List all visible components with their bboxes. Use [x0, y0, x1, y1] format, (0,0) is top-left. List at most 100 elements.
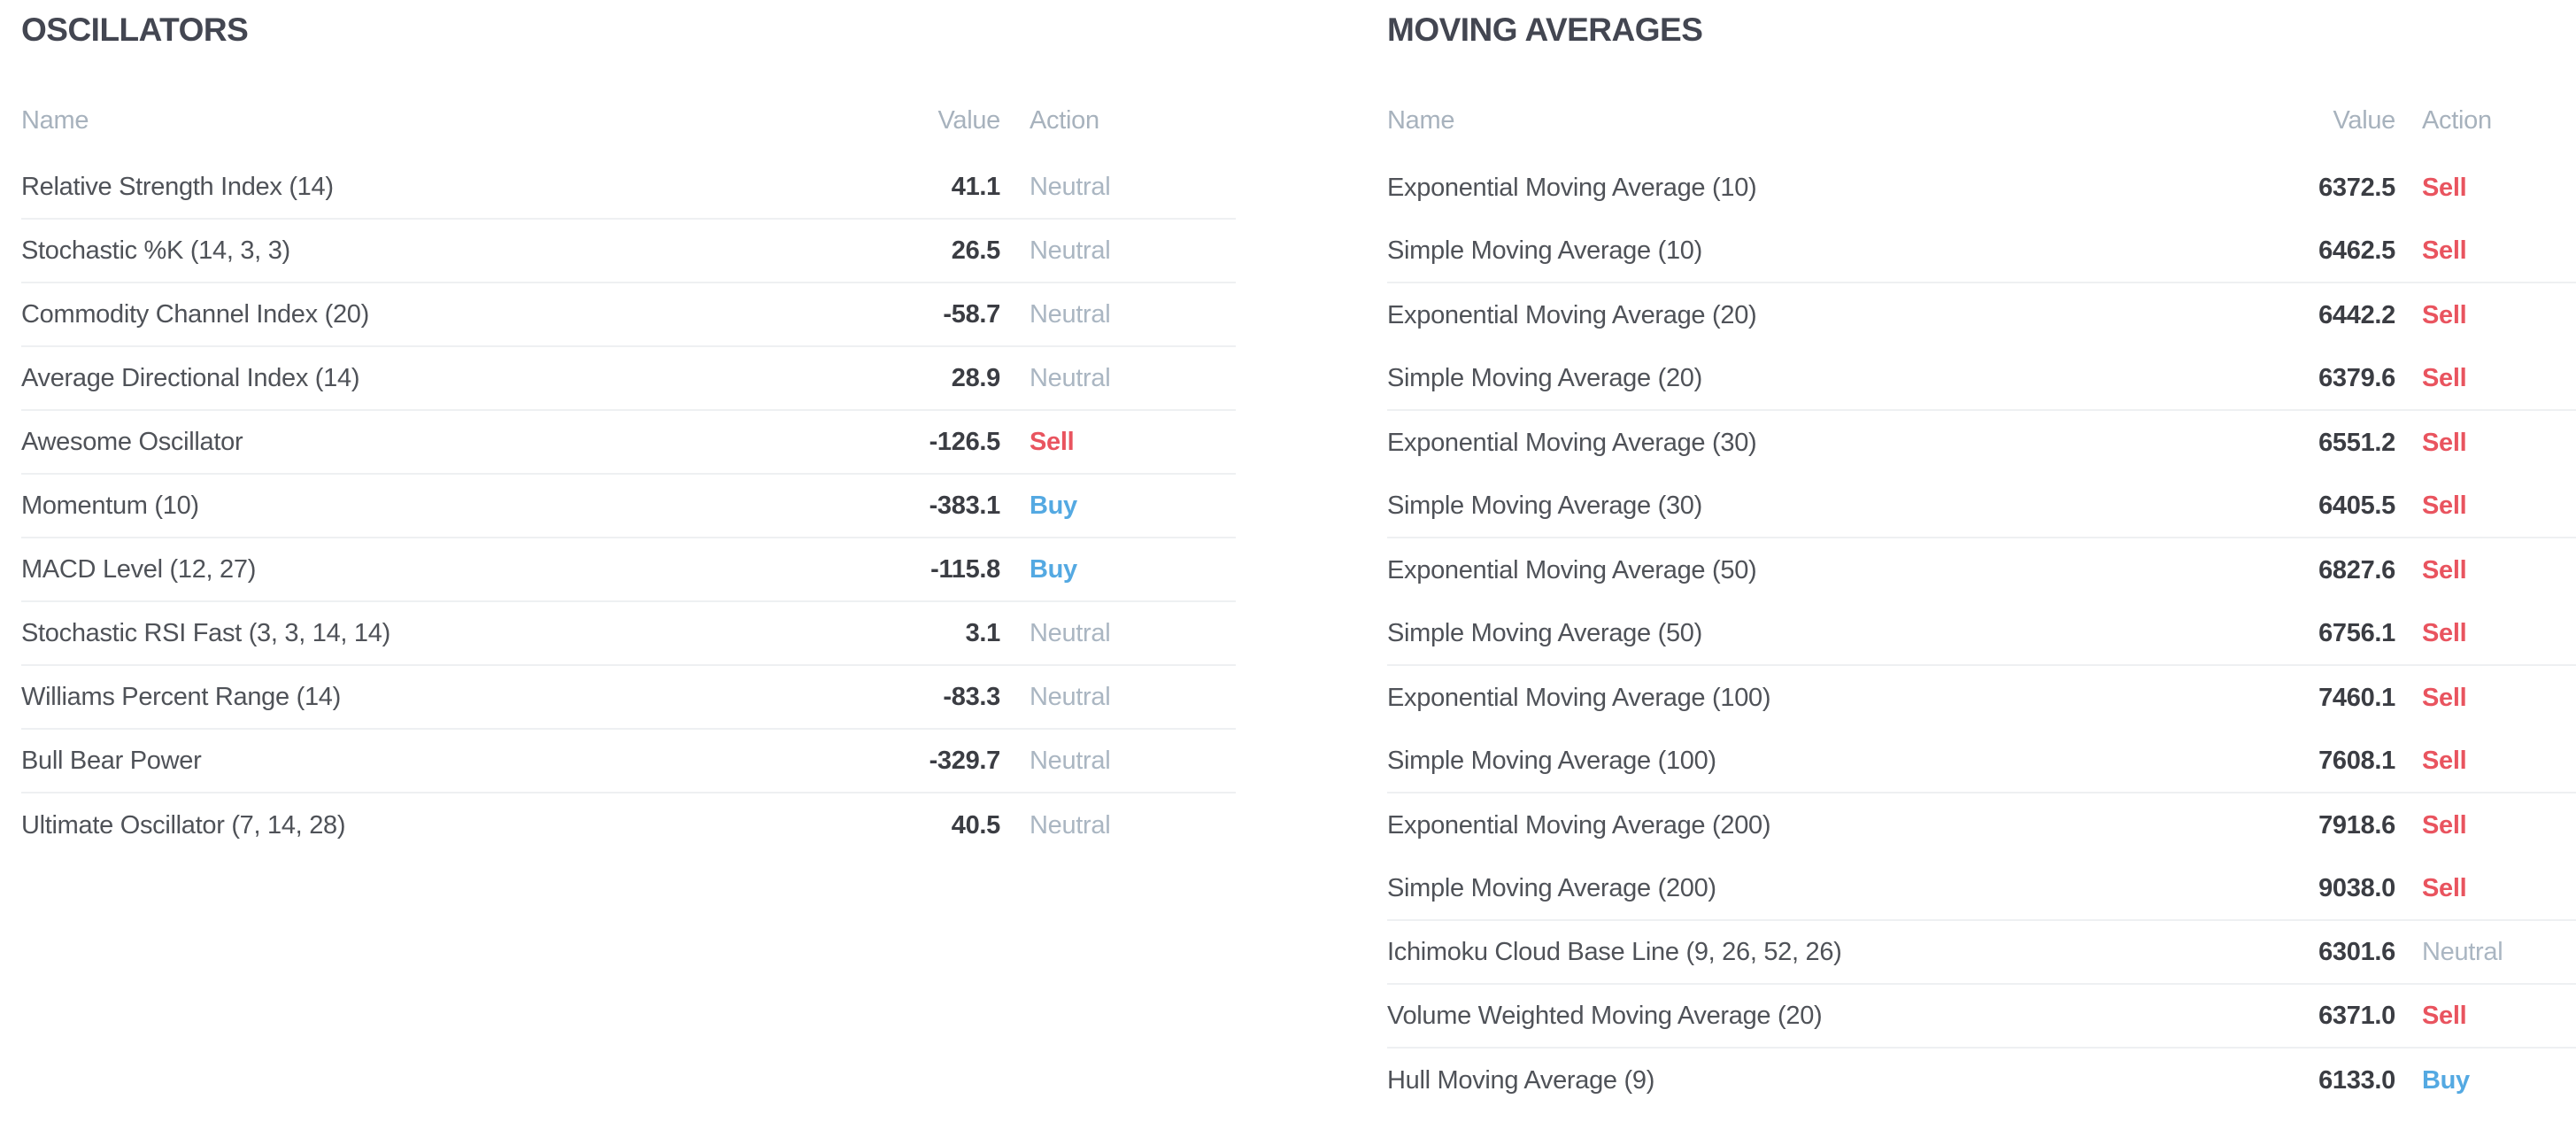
column-header-name: Name — [1387, 105, 1455, 135]
table-row: Stochastic RSI Fast (3, 3, 14, 14) 3.1 Neu… — [21, 602, 1236, 666]
table-row: Exponential Moving Average (10) 6372.5 Sel… — [1387, 156, 2576, 220]
indicator-value: 6462.5 — [2318, 236, 2395, 265]
indicator-action: Neutral — [1030, 810, 1111, 840]
indicator-name: Simple Moving Average (100) — [1387, 746, 1716, 775]
indicator-action: Sell — [2422, 746, 2467, 775]
table-row: Exponential Moving Average (20) 6442.2 Sel… — [1387, 283, 2576, 347]
moving-averages-title: MOVING AVERAGES — [1387, 12, 1703, 48]
indicator-name: MACD Level (12, 27) — [21, 554, 257, 584]
indicator-action: Sell — [2422, 555, 2467, 584]
indicator-name: Ultimate Oscillator (7, 14, 28) — [21, 810, 346, 840]
indicator-value: 6827.6 — [2318, 555, 2395, 584]
indicator-action: Neutral — [1030, 236, 1111, 265]
indicator-name: Stochastic %K (14, 3, 3) — [21, 236, 290, 265]
column-header-action: Action — [2422, 105, 2492, 135]
indicator-name: Exponential Moving Average (100) — [1387, 683, 1771, 712]
oscillators-rows: Relative Strength Index (14) 41.1 Neutral S… — [21, 156, 1236, 857]
indicator-value: 6133.0 — [2318, 1065, 2395, 1095]
indicator-value: 41.1 — [951, 172, 1001, 201]
table-row: Relative Strength Index (14) 41.1 Neutral — [21, 156, 1236, 220]
indicator-value: -58.7 — [943, 299, 1000, 329]
column-header-name: Name — [21, 105, 89, 135]
indicator-name: Relative Strength Index (14) — [21, 172, 334, 201]
indicator-value: 7608.1 — [2318, 746, 2395, 775]
table-row: Momentum (10) -383.1 Buy — [21, 475, 1236, 538]
table-row: Ichimoku Cloud Base Line (9, 26, 52, 26)… — [1387, 921, 2576, 985]
indicator-name: Simple Moving Average (50) — [1387, 618, 1702, 647]
column-header-action: Action — [1030, 105, 1099, 135]
indicator-name: Commodity Channel Index (20) — [21, 299, 369, 329]
indicator-name: Simple Moving Average (200) — [1387, 873, 1716, 902]
indicator-name: Simple Moving Average (30) — [1387, 491, 1702, 520]
indicator-action: Sell — [2422, 300, 2467, 329]
table-row: Simple Moving Average (50) 6756.1 Sell — [1387, 602, 2576, 666]
indicator-value: 40.5 — [951, 810, 1001, 840]
indicator-name: Average Directional Index (14) — [21, 363, 360, 392]
indicator-name: Williams Percent Range (14) — [21, 682, 341, 711]
table-row: MACD Level (12, 27) -115.8 Buy — [21, 538, 1236, 602]
indicator-action: Sell — [2422, 1001, 2467, 1030]
indicator-value: 26.5 — [951, 236, 1001, 265]
column-header-value: Value — [937, 105, 1000, 135]
table-row: Exponential Moving Average (30) 6551.2 Sel… — [1387, 411, 2576, 475]
indicator-name: Ichimoku Cloud Base Line (9, 26, 52, 26) — [1387, 937, 1842, 966]
table-row: Williams Percent Range (14) -83.3 Neutral — [21, 666, 1236, 730]
table-row: Simple Moving Average (30) 6405.5 Sell — [1387, 475, 2576, 538]
table-row: Bull Bear Power -329.7 Neutral — [21, 730, 1236, 793]
table-row: Commodity Channel Index (20) -58.7 Neutral — [21, 283, 1236, 347]
indicator-value: -126.5 — [929, 427, 1001, 456]
oscillators-title: OSCILLATORS — [21, 12, 249, 48]
indicator-name: Exponential Moving Average (10) — [1387, 173, 1757, 202]
moving-averages-rows: Exponential Moving Average (10) 6372.5 Sel… — [1387, 156, 2576, 1112]
indicator-action: Sell — [2422, 363, 2467, 392]
indicator-value: 6371.0 — [2318, 1001, 2395, 1030]
indicator-name: Momentum (10) — [21, 491, 199, 520]
indicator-action: Sell — [1030, 427, 1075, 456]
indicator-name: Bull Bear Power — [21, 746, 202, 775]
indicator-action: Buy — [1030, 491, 1077, 520]
indicator-value: -329.7 — [929, 746, 1001, 775]
moving-averages-table: MOVING AVERAGES Name Value Action Expone… — [1387, 0, 2576, 1130]
indicator-action: Buy — [1030, 554, 1077, 584]
column-header-value: Value — [2333, 105, 2395, 135]
indicator-value: -83.3 — [943, 682, 1000, 711]
indicator-value: 9038.0 — [2318, 873, 2395, 902]
table-row: Exponential Moving Average (50) 6827.6 Sel… — [1387, 538, 2576, 602]
table-row: Volume Weighted Moving Average (20) 6371.… — [1387, 985, 2576, 1049]
table-row: Simple Moving Average (10) 6462.5 Sell — [1387, 220, 2576, 283]
table-row: Ultimate Oscillator (7, 14, 28) 40.5 Neutr… — [21, 793, 1236, 857]
table-row: Exponential Moving Average (200) 7918.6 Se… — [1387, 793, 2576, 857]
indicator-action: Sell — [2422, 491, 2467, 520]
table-row: Exponential Moving Average (100) 7460.1 Se… — [1387, 666, 2576, 730]
indicator-name: Exponential Moving Average (30) — [1387, 428, 1757, 457]
indicator-name: Simple Moving Average (20) — [1387, 363, 1702, 392]
indicator-name: Exponential Moving Average (20) — [1387, 300, 1757, 329]
indicator-action: Buy — [2422, 1065, 2470, 1095]
indicator-value: 3.1 — [965, 618, 1001, 647]
table-row: Average Directional Index (14) 28.9 Neutra… — [21, 347, 1236, 411]
indicator-action: Sell — [2422, 428, 2467, 457]
indicator-action: Neutral — [1030, 682, 1111, 711]
indicator-action: Sell — [2422, 810, 2467, 840]
indicator-value: -383.1 — [929, 491, 1001, 520]
indicator-action: Neutral — [1030, 299, 1111, 329]
oscillators-header-row: Name Value Action — [21, 92, 1236, 149]
indicator-action: Neutral — [2422, 937, 2503, 966]
indicator-action: Neutral — [1030, 618, 1111, 647]
indicator-name: Simple Moving Average (10) — [1387, 236, 1702, 265]
indicator-action: Neutral — [1030, 363, 1111, 392]
moving-averages-header-row: Name Value Action — [1387, 92, 2576, 149]
table-row: Simple Moving Average (100) 7608.1 Sell — [1387, 730, 2576, 793]
indicator-value: 6756.1 — [2318, 618, 2395, 647]
indicator-name: Exponential Moving Average (50) — [1387, 555, 1757, 584]
indicator-value: 6379.6 — [2318, 363, 2395, 392]
table-row: Simple Moving Average (20) 6379.6 Sell — [1387, 347, 2576, 411]
indicator-value: 6405.5 — [2318, 491, 2395, 520]
indicator-action: Neutral — [1030, 746, 1111, 775]
table-row: Stochastic %K (14, 3, 3) 26.5 Neutral — [21, 220, 1236, 283]
indicator-value: 6442.2 — [2318, 300, 2395, 329]
indicator-value: 6301.6 — [2318, 937, 2395, 966]
indicator-name: Hull Moving Average (9) — [1387, 1065, 1655, 1095]
indicator-value: 6551.2 — [2318, 428, 2395, 457]
